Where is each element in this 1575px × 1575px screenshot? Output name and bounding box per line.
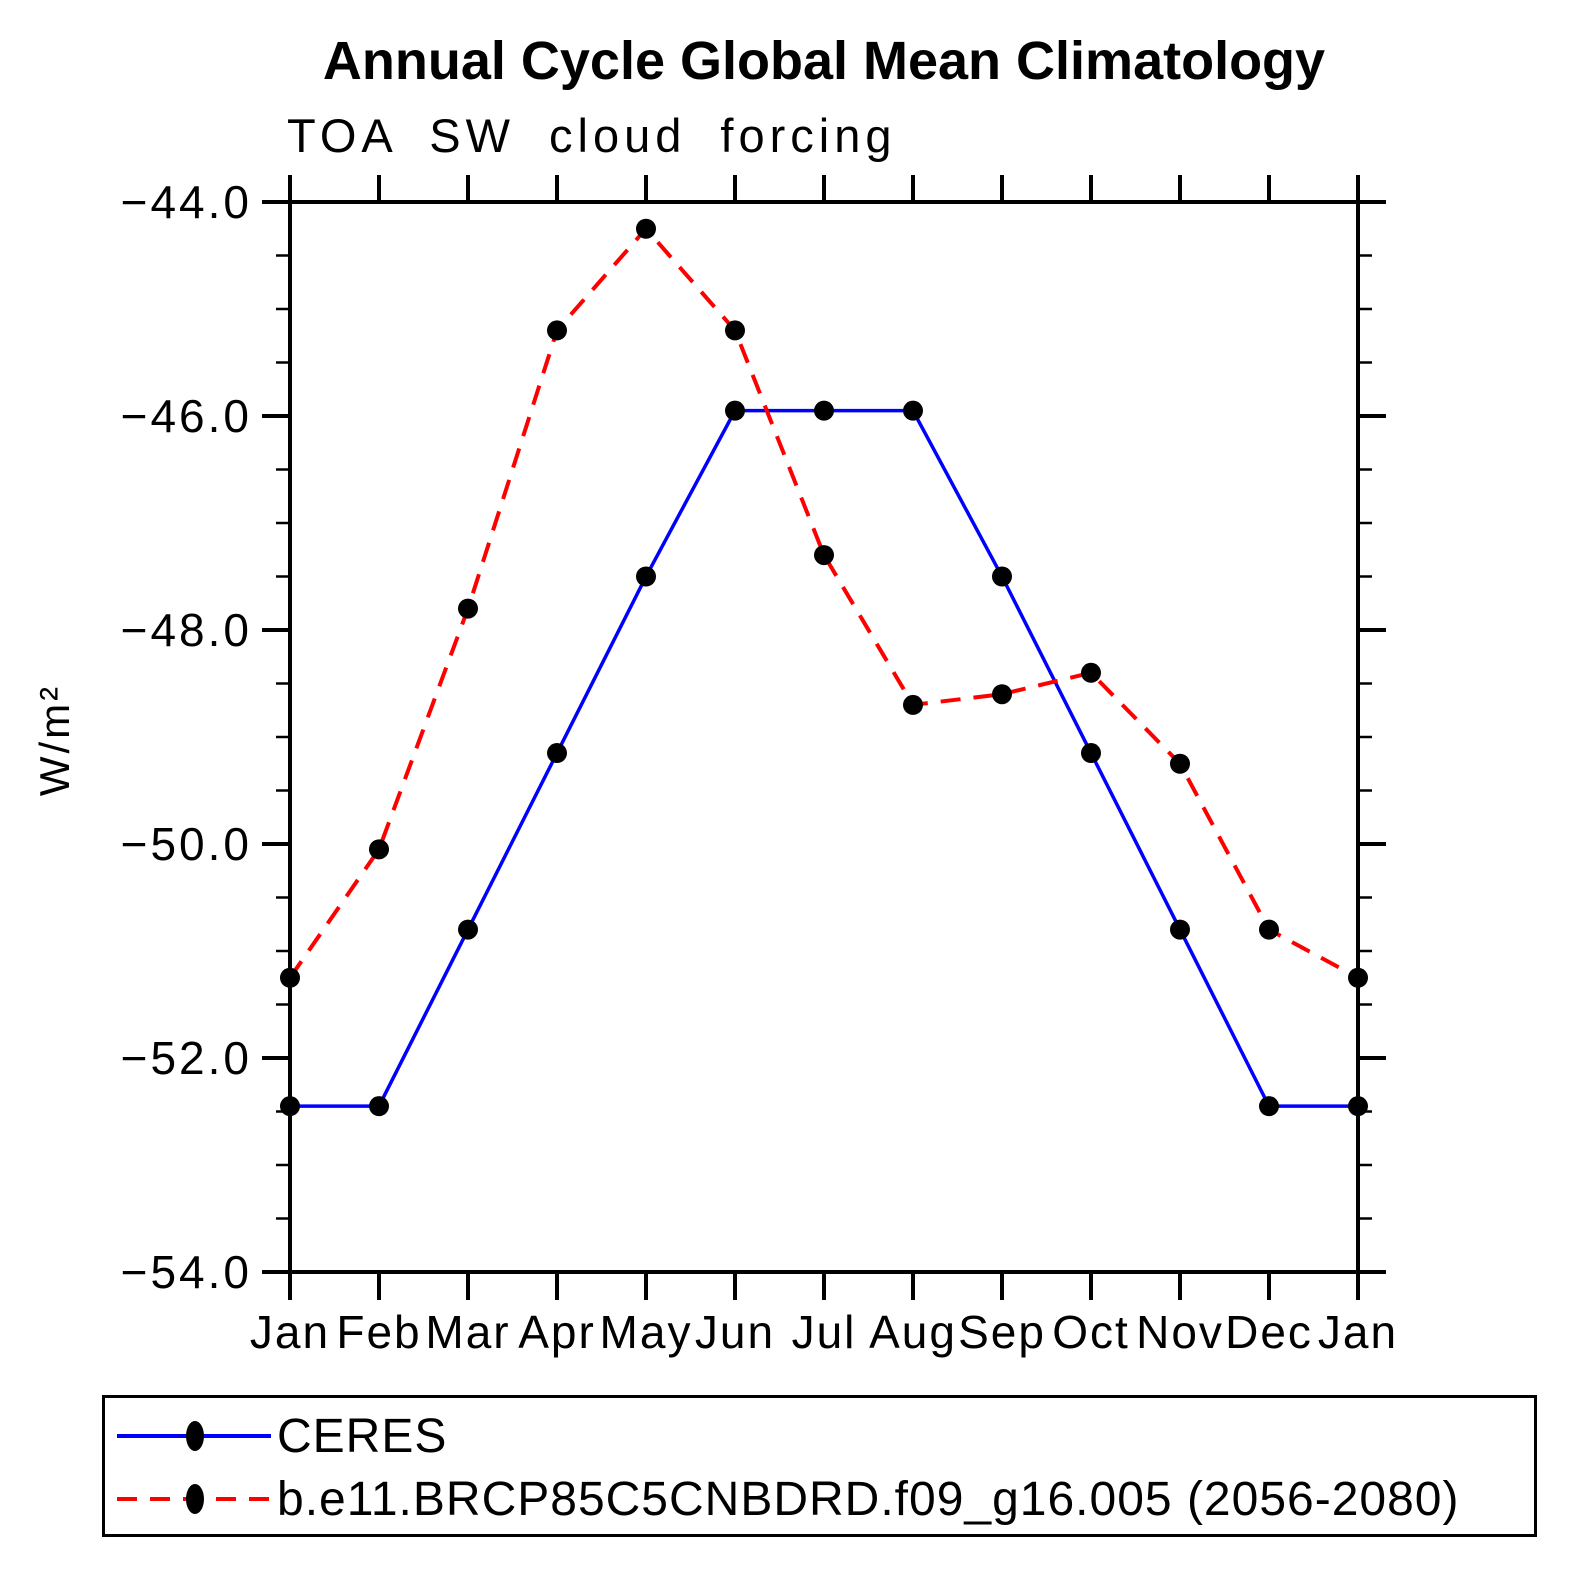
data-point-marker-series-0 (903, 400, 923, 421)
y-tick-label: −48.0 (121, 604, 252, 656)
legend-label-ceres: CERES (277, 1409, 448, 1463)
legend-item-ceres: CERES (115, 1410, 447, 1463)
data-point-marker-series-0 (814, 400, 834, 421)
plot-frame (288, 200, 1360, 1274)
data-point-marker-series-0 (725, 400, 745, 421)
x-tick-label: Jun (695, 1306, 775, 1358)
legend-dashed-line-sample (117, 1484, 271, 1514)
chart-title: Annual Cycle Global Mean Climatology (322, 31, 1326, 91)
chart-subtitle: TOA SW cloud forcing (287, 109, 897, 162)
data-point-marker-series-1 (992, 684, 1012, 705)
data-point-marker-series-1 (636, 218, 656, 239)
y-tick-label: −44.0 (121, 176, 252, 228)
data-point-marker-series-1 (1170, 753, 1190, 774)
data-point-marker-series-1 (814, 545, 834, 566)
y-tick-label: −54.0 (121, 1246, 252, 1298)
x-tick-label: Oct (1052, 1306, 1130, 1358)
data-point-marker-series-1 (725, 320, 745, 341)
x-tick-label: Aug (869, 1306, 957, 1358)
y-tick-label: −52.0 (121, 1032, 252, 1084)
data-point-marker-series-0 (369, 1096, 389, 1117)
data-point-marker-series-1 (1081, 662, 1101, 683)
data-point-marker-series-0 (280, 1096, 300, 1117)
legend-solid-line-sample (117, 1421, 271, 1451)
x-tick-label: Dec (1225, 1306, 1313, 1358)
data-point-marker-series-0 (1170, 919, 1190, 940)
data-point-marker-series-1 (547, 320, 567, 341)
data-point-marker-series-0 (458, 919, 478, 940)
legend-item-model: b.e11.BRCP85C5CNBDRD.f09_g16.005 (2056-2… (115, 1473, 1459, 1526)
data-point-marker-series-1 (1259, 919, 1279, 940)
data-point-marker-series-1 (280, 967, 300, 988)
data-point-marker-series-0 (636, 566, 656, 587)
data-point-marker-series-0 (1259, 1096, 1279, 1117)
data-point-marker-series-1 (1348, 967, 1368, 988)
data-point-marker-series-0 (1348, 1096, 1368, 1117)
data-point-marker-series-0 (992, 566, 1012, 587)
x-tick-label: Sep (958, 1306, 1046, 1358)
legend-marker-dot (186, 1421, 204, 1451)
x-tick-label: May (600, 1306, 693, 1358)
x-tick-label: Apr (518, 1306, 596, 1358)
legend: CERES b.e11.BRCP85C5CNBDRD.f09_g16.005 (… (102, 1395, 1537, 1537)
x-tick-label: Feb (336, 1306, 421, 1358)
x-tick-label: Jul (792, 1306, 857, 1358)
data-point-marker-series-0 (547, 743, 567, 764)
series-line-1 (288, 225, 1359, 980)
data-point-marker-series-0 (1081, 743, 1101, 764)
y-tick-label: −46.0 (121, 390, 252, 442)
x-tick-label: Mar (425, 1306, 510, 1358)
legend-label-model: b.e11.BRCP85C5CNBDRD.f09_g16.005 (2056-2… (277, 1472, 1460, 1526)
data-point-marker-series-1 (369, 839, 389, 860)
legend-marker-dot (186, 1484, 204, 1514)
x-tick-label: Jan (250, 1306, 330, 1358)
y-tick-label: −50.0 (121, 818, 252, 870)
series-line-0 (290, 408, 1358, 1108)
x-tick-label: Nov (1136, 1306, 1224, 1358)
data-point-marker-series-1 (458, 598, 478, 619)
data-point-marker-series-1 (903, 694, 923, 715)
x-tick-label: Jan (1318, 1306, 1398, 1358)
